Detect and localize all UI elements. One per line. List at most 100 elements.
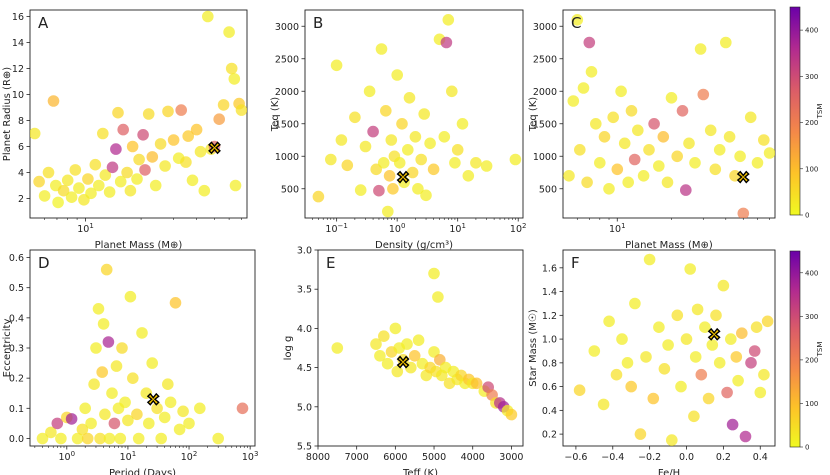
scatter-point	[412, 183, 424, 195]
scatter-point	[428, 267, 440, 280]
scatter-point	[730, 351, 743, 363]
scatter-point	[142, 108, 155, 120]
scatter-point	[625, 105, 638, 117]
scatter-point	[637, 170, 650, 182]
scatter-point	[676, 105, 689, 117]
scatter-point	[403, 92, 416, 104]
scatter-point	[387, 183, 399, 195]
scatter-point	[470, 157, 482, 169]
scatter-point	[720, 36, 732, 49]
scatter-point	[412, 334, 425, 347]
scatter-point	[603, 183, 615, 195]
scatter-point	[212, 432, 224, 445]
scatter-point	[367, 125, 379, 138]
scatter-point	[114, 175, 127, 188]
scatter-point	[695, 368, 708, 381]
scatter-point	[103, 432, 116, 445]
scatter-point	[689, 157, 701, 169]
scatter-point	[106, 387, 118, 400]
scatter-point	[100, 263, 113, 276]
y-tick-label: 1.0	[542, 335, 557, 346]
scatter-point	[689, 351, 702, 363]
scatter-point	[647, 392, 660, 405]
scatter-point	[625, 380, 637, 393]
scatter-point	[509, 153, 522, 166]
scatter-point	[190, 123, 203, 136]
scatter-point	[143, 417, 155, 430]
scatter-point	[194, 402, 206, 415]
scatter-point	[194, 145, 207, 158]
scatter-point	[462, 170, 475, 182]
scatter-point	[57, 184, 70, 197]
x-tick-label: 5000	[422, 452, 446, 463]
scatter-point	[615, 85, 627, 98]
scatter-point	[61, 174, 74, 187]
scatter-point	[736, 327, 748, 340]
scatter-point	[180, 156, 192, 168]
x-tick-label: 0.2	[716, 452, 731, 463]
scatter-point	[164, 396, 177, 409]
scatter-point	[94, 432, 106, 445]
y-tick-label: 3000	[533, 22, 557, 33]
scatter-point	[73, 182, 85, 194]
scatter-point	[567, 95, 580, 107]
scatter-point	[761, 315, 774, 328]
y-tick-label: 4.0	[297, 324, 312, 335]
scatter-point	[155, 432, 167, 445]
scatter-point	[603, 315, 615, 328]
scatter-point	[744, 111, 757, 124]
scatter-point	[409, 131, 422, 143]
scatter-point	[683, 137, 695, 150]
colorbar-tick-label: 200	[805, 119, 818, 127]
scatter-point	[594, 157, 606, 169]
scatter-point	[375, 43, 388, 55]
colorbar-tick-label: 300	[805, 313, 818, 321]
scatter-point	[675, 380, 687, 393]
scatter-point	[451, 144, 464, 156]
scatter-point	[377, 157, 390, 169]
scatter-point	[349, 111, 361, 124]
scatter-point	[717, 279, 730, 292]
scatter-point	[139, 164, 151, 176]
colorbar-gradient	[789, 250, 801, 448]
scatter-point	[183, 417, 195, 430]
highlight-marker	[736, 170, 750, 184]
colorbar-label: TSM	[816, 104, 824, 120]
scatter-point	[331, 342, 344, 354]
plot-frame	[562, 249, 776, 447]
scatter-point	[713, 144, 726, 156]
scatter-point	[737, 207, 750, 218]
x-tick-label: 3000	[499, 452, 523, 463]
x-axis-label: Teff (K)	[402, 468, 438, 475]
x-tick-label: 101	[609, 222, 626, 235]
x-tick-label: 10−1	[325, 222, 347, 235]
scatter-point	[653, 160, 665, 172]
scatter-point	[363, 85, 376, 98]
scatter-point	[402, 144, 414, 156]
y-tick-label: 0.4	[9, 313, 24, 324]
scatter-point	[108, 417, 121, 430]
scatter-point	[628, 153, 641, 166]
scatter-point	[169, 297, 182, 309]
scatter-point	[38, 190, 51, 202]
y-tick-label: 1000	[533, 152, 557, 163]
x-tick-label: 101	[449, 222, 466, 235]
scatter-point	[202, 10, 214, 23]
scatter-point	[643, 253, 656, 266]
scatter-point	[666, 434, 678, 446]
scatter-point	[391, 69, 404, 81]
scatter-points	[331, 267, 518, 421]
y-tick-label: 1.6	[542, 263, 557, 274]
scatter-point	[112, 106, 124, 119]
scatter-point	[648, 118, 660, 130]
scatter-point	[583, 36, 596, 49]
scatter-point	[684, 263, 696, 275]
scatter-point	[449, 157, 461, 169]
scatter-point	[36, 432, 49, 445]
scatter-point	[117, 123, 129, 136]
y-tick-label: 0.6	[9, 253, 24, 264]
x-axis-label: Planet Mass (M⊕)	[95, 240, 183, 251]
scatter-point	[341, 159, 354, 172]
scatter-point	[167, 134, 180, 146]
